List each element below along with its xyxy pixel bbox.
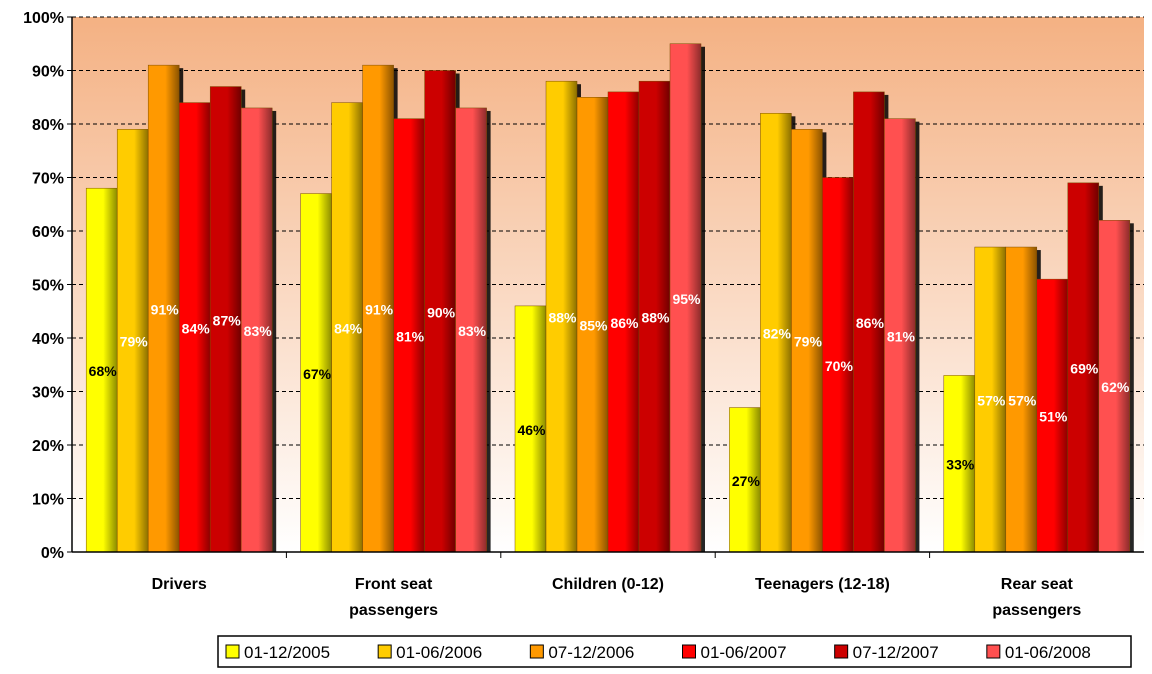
bar xyxy=(576,97,609,553)
bar xyxy=(300,193,332,553)
bar xyxy=(240,107,273,553)
data-label: 70% xyxy=(825,358,854,374)
legend-swatch xyxy=(986,644,1001,659)
data-label: 86% xyxy=(856,315,885,331)
data-labels: 68%79%91%84%87%83%67%84%91%81%90%83%46%8… xyxy=(89,291,1130,489)
x-category-label: Rear seat passengers xyxy=(992,576,1081,619)
legend-swatch xyxy=(225,644,240,659)
data-label: 86% xyxy=(610,315,639,331)
data-label: 46% xyxy=(517,422,546,438)
y-tick-label: 50% xyxy=(32,278,64,295)
bar xyxy=(1067,182,1100,553)
data-label: 91% xyxy=(365,302,394,318)
data-label: 82% xyxy=(763,326,792,342)
legend-label: 01-12/2005 xyxy=(244,643,330,662)
bar xyxy=(116,129,149,553)
bar xyxy=(760,113,792,553)
bar xyxy=(178,102,211,553)
bar xyxy=(974,246,1007,553)
data-label: 27% xyxy=(732,473,761,489)
data-label: 81% xyxy=(887,328,916,344)
data-label: 88% xyxy=(641,310,670,326)
bar xyxy=(362,64,394,553)
legend-label: 01-06/2008 xyxy=(1005,643,1091,662)
y-tick-label: 60% xyxy=(32,224,64,241)
y-tick-label: 90% xyxy=(32,64,64,81)
x-axis-category-labels: Drivers Front seat passengers Children (0-1… xyxy=(152,576,1082,619)
x-category-label: Children (0-12) xyxy=(552,576,664,593)
legend: 01-12/2005 01-06/2006 07-12/2006 01-06/2007… xyxy=(217,635,1132,668)
x-category-label: Front seat passengers xyxy=(349,576,438,619)
legend-label: 07-12/2007 xyxy=(853,643,939,662)
legend-swatch xyxy=(834,644,849,659)
bar xyxy=(638,80,671,553)
bar xyxy=(147,64,180,553)
data-label: 83% xyxy=(458,323,487,339)
bar xyxy=(853,91,885,553)
bar xyxy=(669,43,702,553)
data-label: 67% xyxy=(303,366,332,382)
bar xyxy=(791,129,823,553)
data-label: 62% xyxy=(1101,379,1130,395)
legend-swatch xyxy=(377,644,392,659)
bar xyxy=(884,118,916,553)
data-label: 79% xyxy=(794,334,823,350)
data-label: 90% xyxy=(427,304,456,320)
data-label: 57% xyxy=(977,393,1006,409)
data-label: 87% xyxy=(213,312,242,328)
data-label: 68% xyxy=(89,363,118,379)
bar xyxy=(85,187,118,553)
data-label: 51% xyxy=(1039,409,1068,425)
legend-swatch xyxy=(529,644,544,659)
legend-label: 07-12/2006 xyxy=(548,643,634,662)
y-tick-label: 10% xyxy=(32,492,64,509)
data-label: 85% xyxy=(579,318,608,334)
legend-box xyxy=(217,635,1132,668)
data-label: 79% xyxy=(120,334,149,350)
data-label: 95% xyxy=(672,291,701,307)
data-label: 83% xyxy=(244,323,273,339)
data-label: 84% xyxy=(182,320,211,336)
data-label: 88% xyxy=(548,310,577,326)
bar xyxy=(1098,220,1131,553)
bar xyxy=(331,102,363,553)
x-category-label: Teenagers (12-18) xyxy=(755,576,890,593)
data-label: 69% xyxy=(1070,360,1099,376)
y-tick-label: 20% xyxy=(32,438,64,455)
y-tick-label: 70% xyxy=(32,171,64,188)
legend-label: 01-06/2006 xyxy=(396,643,482,662)
data-label: 57% xyxy=(1008,393,1037,409)
y-tick-label: 30% xyxy=(32,385,64,402)
x-category-label: Drivers xyxy=(152,576,207,593)
data-label: 91% xyxy=(151,302,180,318)
y-tick-label: 40% xyxy=(32,331,64,348)
data-label: 84% xyxy=(334,320,363,336)
y-tick-label: 80% xyxy=(32,117,64,134)
axes xyxy=(71,17,1144,558)
y-tick-label: 100% xyxy=(23,10,64,27)
bar xyxy=(729,407,761,553)
legend-label: 01-06/2007 xyxy=(701,643,787,662)
bar xyxy=(209,86,242,553)
y-axis-tick-labels: 0% 10% 20% 30% 40% 50% 60% 70% 80% 90% 100% xyxy=(23,10,64,562)
bar xyxy=(393,118,425,553)
bar xyxy=(514,305,547,553)
bar xyxy=(822,177,854,553)
data-label: 81% xyxy=(396,328,425,344)
bar xyxy=(455,107,487,553)
y-tick-label: 0% xyxy=(41,545,64,562)
data-label: 33% xyxy=(946,457,975,473)
legend-swatch xyxy=(682,644,696,659)
bar xyxy=(1005,246,1038,553)
bar xyxy=(943,375,976,553)
